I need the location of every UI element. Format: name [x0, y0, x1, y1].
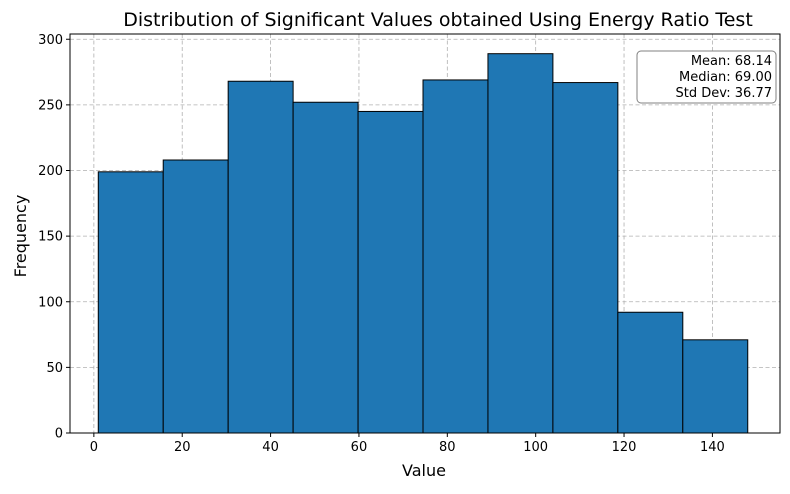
chart-title: Distribution of Significant Values obtai…: [123, 9, 753, 31]
x-tick-label: 100: [523, 440, 548, 455]
x-axis-label: Value: [402, 461, 446, 480]
histogram-bar: [292, 101, 359, 434]
x-tick-label: 20: [174, 440, 191, 455]
histogram-bar: [227, 80, 294, 434]
y-tick-label: 0: [55, 427, 63, 442]
histogram-bars: [97, 53, 749, 434]
histogram-bar: [422, 79, 489, 434]
histogram-bar: [617, 311, 684, 434]
histogram-bar: [357, 110, 424, 434]
y-axis-label: Frequency: [11, 195, 30, 278]
stats-box-frame: [636, 50, 777, 104]
histogram-bar: [487, 53, 554, 434]
x-tick-label: 140: [700, 440, 725, 455]
histogram-bar: [552, 82, 619, 434]
histogram-bar: [97, 171, 164, 434]
y-tick-label: 50: [46, 361, 63, 376]
x-tick-label: 0: [90, 440, 98, 455]
y-axis-ticks: 0 50 100 150 200 250 300: [38, 33, 70, 442]
y-tick-label: 200: [38, 164, 63, 179]
stats-mean: Mean: 68.14: [691, 54, 772, 69]
stats-median: Median: 69.00: [679, 70, 772, 85]
histogram-bar: [162, 159, 229, 434]
x-tick-label: 60: [351, 440, 368, 455]
plot-frame: [69, 33, 781, 434]
x-tick-label: 120: [612, 440, 637, 455]
x-tick-label: 80: [439, 440, 456, 455]
y-tick-label: 100: [38, 295, 63, 310]
y-tick-label: 300: [38, 33, 63, 48]
x-axis-ticks: 0 20 40 60 80 100 120 140: [90, 433, 725, 455]
y-tick-label: 250: [38, 98, 63, 113]
y-tick-label: 150: [38, 230, 63, 245]
histogram-bar: [682, 339, 749, 434]
x-tick-label: 40: [262, 440, 279, 455]
stats-std-dev: Std Dev: 36.77: [676, 86, 772, 101]
stats-box: Mean: 68.14 Median: 69.00 Std Dev: 36.77: [636, 50, 777, 104]
